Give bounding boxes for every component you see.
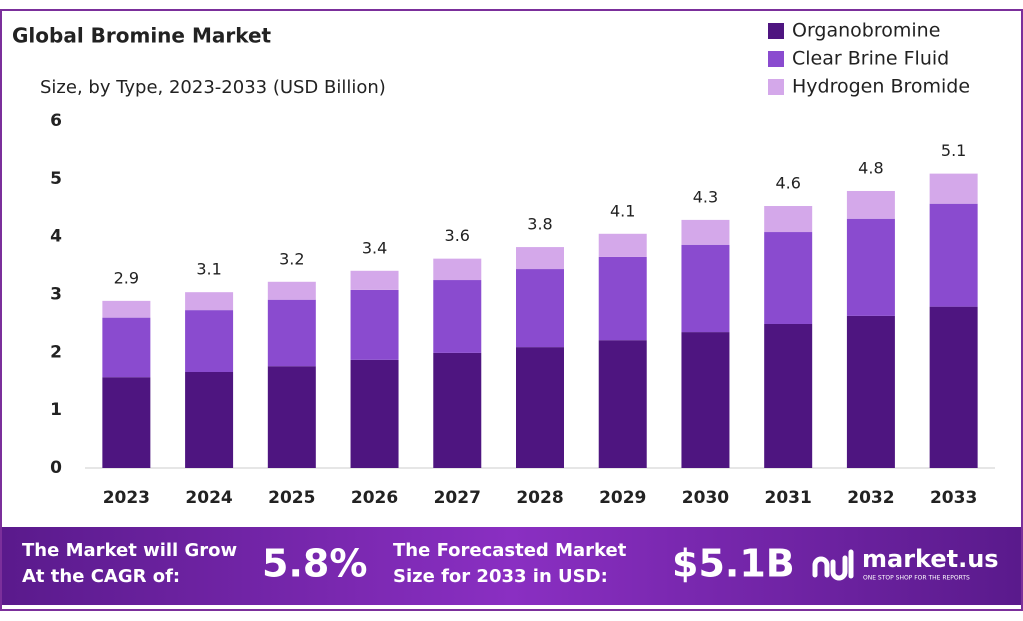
y-tick-label: 5 xyxy=(50,169,62,189)
y-tick-label: 4 xyxy=(50,227,62,247)
x-tick-label: 2033 xyxy=(930,488,977,508)
bar-segment xyxy=(681,219,730,245)
tagline: ONE STOP SHOP FOR THE REPORTS xyxy=(863,575,970,582)
bar-segment xyxy=(516,347,564,468)
x-tick-label: 2028 xyxy=(516,488,563,508)
bar-segment xyxy=(185,310,234,372)
bar-segment xyxy=(681,244,730,333)
cagr-label: At the CAGR of: xyxy=(22,566,180,587)
bar-segment xyxy=(846,190,895,219)
bar-segment xyxy=(929,203,978,307)
bar-segment xyxy=(102,300,151,318)
forecast-value: $5.1B xyxy=(672,542,795,586)
legend-label: Hydrogen Bromide xyxy=(792,76,970,98)
bar-segment xyxy=(185,371,234,468)
bar-segment xyxy=(267,281,316,300)
y-tick-label: 1 xyxy=(50,400,62,420)
total-label: 5.1 xyxy=(941,141,966,160)
total-label: 4.8 xyxy=(858,158,883,177)
bar-segment xyxy=(929,306,978,468)
bar-segment xyxy=(598,340,647,468)
legend-swatch xyxy=(768,51,784,67)
total-label: 3.2 xyxy=(279,249,304,268)
bar-segment xyxy=(433,352,482,468)
total-label: 3.4 xyxy=(362,238,387,257)
bar-segment xyxy=(764,323,813,468)
bar-segment xyxy=(267,366,316,468)
total-label: 4.6 xyxy=(775,174,800,193)
legend-swatch xyxy=(768,79,784,95)
total-label: 2.9 xyxy=(114,268,139,287)
total-label: 3.6 xyxy=(445,226,470,245)
chart-subtitle: Size, by Type, 2023-2033 (USD Billion) xyxy=(40,77,386,98)
bar-segment xyxy=(350,359,399,468)
y-tick-label: 6 xyxy=(50,111,62,131)
chart-title: Global Bromine Market xyxy=(12,24,272,48)
total-label: 3.1 xyxy=(196,260,221,279)
legend-label: Clear Brine Fluid xyxy=(792,48,949,70)
x-tick-label: 2025 xyxy=(268,488,315,508)
x-tick-label: 2032 xyxy=(847,488,894,508)
total-label: 4.3 xyxy=(693,187,718,206)
y-tick-label: 3 xyxy=(50,285,62,305)
bar-segment xyxy=(516,247,564,270)
bar-segment xyxy=(433,280,482,353)
bar-segment xyxy=(102,317,151,378)
legend-swatch xyxy=(768,23,784,39)
x-tick-label: 2024 xyxy=(185,488,232,508)
bar-segment xyxy=(598,233,647,257)
x-tick-label: 2023 xyxy=(103,488,150,508)
y-tick-label: 0 xyxy=(50,458,62,478)
bar-segment xyxy=(764,206,813,233)
bar-segment xyxy=(929,173,978,204)
bar-segment xyxy=(846,315,895,468)
bar-segment xyxy=(185,292,234,311)
bar-segment xyxy=(433,258,482,281)
forecast-label: The Forecasted Market xyxy=(393,540,627,561)
bar-segment xyxy=(350,289,399,360)
bar-segment xyxy=(764,232,813,324)
bar-segment xyxy=(267,299,316,367)
bar-segment xyxy=(846,218,895,316)
bar-segment xyxy=(516,269,564,348)
x-tick-label: 2029 xyxy=(599,488,646,508)
legend-label: Organobromine xyxy=(792,20,940,42)
x-tick-label: 2026 xyxy=(351,488,398,508)
brand-logo xyxy=(812,549,854,581)
cagr-label: The Market will Grow xyxy=(22,540,237,561)
x-tick-label: 2027 xyxy=(434,488,481,508)
total-label: 3.8 xyxy=(527,215,552,234)
bar-segment xyxy=(102,377,151,468)
bar-segment xyxy=(681,332,730,468)
y-tick-label: 2 xyxy=(50,342,62,362)
brand: market.us xyxy=(862,545,999,573)
total-label: 4.1 xyxy=(610,201,635,220)
forecast-label: Size for 2033 in USD: xyxy=(393,566,608,587)
x-tick-label: 2030 xyxy=(682,488,729,508)
cagr-value: 5.8% xyxy=(262,542,367,586)
x-tick-label: 2031 xyxy=(765,488,812,508)
bar-segment xyxy=(598,256,647,341)
bar-segment xyxy=(350,270,399,290)
